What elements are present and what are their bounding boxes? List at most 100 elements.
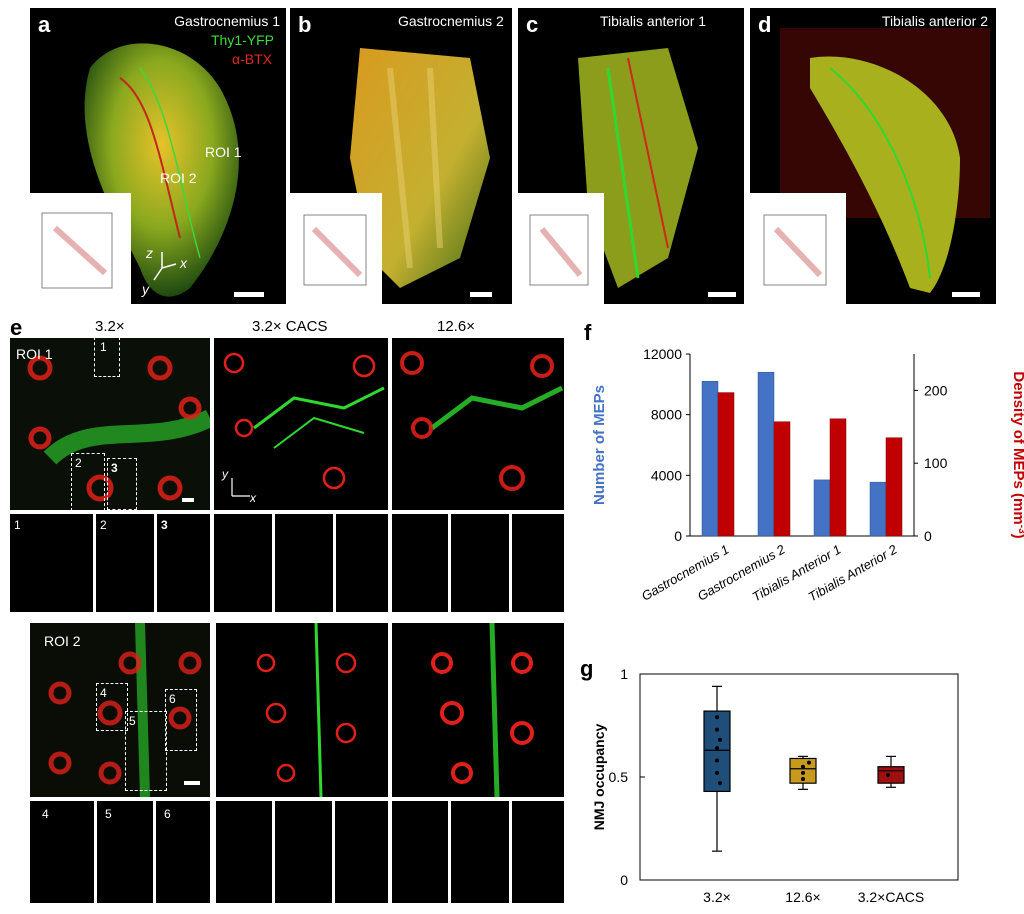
f-bar-number [757, 371, 775, 537]
scale-bar-d [952, 292, 980, 297]
roi1-box-1-num: 1 [100, 340, 107, 354]
scale-bar-b [470, 292, 492, 297]
g-box [877, 766, 905, 784]
svg-text:x: x [179, 255, 188, 271]
g-category-label: 3.2× [703, 889, 731, 905]
roi1-zoom-3-12x [512, 514, 564, 612]
box-plot-nmj: 0 0.5 1 3.2× 12.6× 3.2×CACS NMJ occupancy [591, 666, 959, 905]
f-bar-density [717, 392, 735, 537]
column-title-3: 12.6× [437, 318, 475, 335]
panel-d-title: Tibialis anterior 2 [881, 13, 988, 29]
panel-d-image: Tibialis anterior 2 [750, 8, 996, 304]
inset-a [30, 193, 131, 304]
legend-btx: α-BTX [232, 51, 272, 67]
column-title-2: 3.2× CACS [252, 318, 328, 335]
legend-thy1: Thy1-YFP [210, 32, 274, 48]
f-tick-label-right: 100 [924, 455, 948, 471]
roi2-zoom-4-12x [392, 801, 448, 903]
roi2-box-5-num: 5 [129, 714, 136, 728]
muscle-render-c [578, 48, 698, 288]
panel-b-image: Gastrocnemius 2 [290, 8, 512, 304]
roi1-zoom-2-cacs [275, 514, 333, 612]
scale-bar-a [234, 292, 264, 297]
roi1-zoom-1-3x: 1 [10, 514, 93, 612]
g-category-label: 3.2×CACS [858, 889, 925, 905]
roi2-image-cacs [216, 623, 388, 797]
f-tick-label-left: 4000 [651, 467, 682, 483]
f-tick-label-left: 8000 [651, 407, 682, 423]
label-f: f [584, 320, 592, 345]
axis-triad-a: z x y [141, 245, 188, 297]
inset-c [518, 193, 604, 304]
zoom-num-5: 5 [105, 807, 112, 821]
label-a: a [38, 12, 51, 37]
roi1-box-3 [107, 458, 137, 510]
panel-c-image: Tibialis anterior 1 [518, 8, 744, 304]
zoom-num-3: 3 [161, 518, 168, 532]
scale-bar-e2 [184, 781, 200, 785]
roi1-box-2 [71, 453, 105, 510]
label-g: g [580, 656, 594, 681]
g-point [886, 772, 890, 777]
roi1-image-12x [392, 338, 564, 510]
f-bar-density [829, 418, 847, 537]
panel-a-title: Gastrocnemius 1 [174, 13, 280, 29]
roi1-image-cacs: y x [214, 338, 388, 510]
g-point [715, 715, 719, 720]
roi2-zoom-6-cacs [335, 801, 388, 903]
f-bar-density [885, 437, 903, 537]
roi1-zoom-1-cacs [214, 514, 272, 612]
roi1-box-2-num: 2 [75, 456, 82, 470]
g-tick-label: 0 [620, 872, 628, 888]
g-point [715, 758, 719, 763]
roi2-zoom-5-3x: 5 [97, 801, 153, 903]
zoom-num-1: 1 [14, 518, 21, 532]
label-b: b [298, 12, 312, 37]
f-tick-label-left: 0 [674, 528, 682, 544]
roi2-box-6 [165, 689, 197, 751]
f-bar-number [869, 481, 887, 537]
g-tick-label: 0.5 [609, 769, 629, 785]
scale-bar-e1 [182, 498, 194, 502]
roi1-zoom-2-12x [451, 514, 509, 612]
label-d: d [758, 12, 772, 37]
scale-bar-c [708, 292, 736, 297]
g-point [807, 760, 811, 765]
roi1-e-label: ROI 1 [16, 346, 53, 362]
zoom-num-2: 2 [100, 518, 107, 532]
roi2-image-3x: ROI 2 4 5 6 [30, 623, 210, 797]
zoom-num-6: 6 [164, 807, 171, 821]
roi1-zoom-3-cacs [336, 514, 388, 612]
g-category-label: 12.6× [785, 889, 820, 905]
panel-a-image: Gastrocnemius 1 Thy1-YFP α-BTX ROI 1 ROI… [30, 8, 286, 304]
g-point [718, 781, 722, 786]
roi2-zoom-4-cacs [216, 801, 272, 903]
f-ylabel-left: Number of MEPs [591, 385, 608, 505]
label-e: e [10, 315, 23, 340]
f-tick-label-right: 0 [924, 528, 932, 544]
roi1-image-3x: ROI 1 1 2 3 [10, 338, 210, 510]
f-tick-label-right: 200 [924, 382, 948, 398]
zoom-num-4: 4 [42, 807, 49, 821]
g-tick-label: 1 [620, 666, 628, 682]
f-ylabel-right: Density of MEPs (mm-3) [1010, 371, 1024, 538]
roi2-box-4-num: 4 [100, 686, 107, 700]
inset-d [750, 193, 846, 304]
svg-text:z: z [145, 245, 153, 261]
g-point [801, 770, 805, 775]
roi1-zoom-1-12x [392, 514, 448, 612]
column-title-1: 3.2× [95, 318, 125, 335]
f-tick-label-left: 12000 [643, 346, 682, 362]
svg-text:x: x [249, 491, 257, 504]
label-c: c [526, 12, 539, 37]
roi2-zoom-6-12x [512, 801, 564, 903]
f-bar-number [701, 381, 719, 537]
g-point [801, 764, 805, 769]
roi1-box-1 [94, 338, 120, 377]
roi2-label: ROI 2 [160, 170, 197, 186]
g-point [718, 737, 722, 742]
svg-text:y: y [221, 467, 229, 481]
g-box [703, 710, 731, 793]
roi1-box-3-num: 3 [111, 461, 118, 475]
